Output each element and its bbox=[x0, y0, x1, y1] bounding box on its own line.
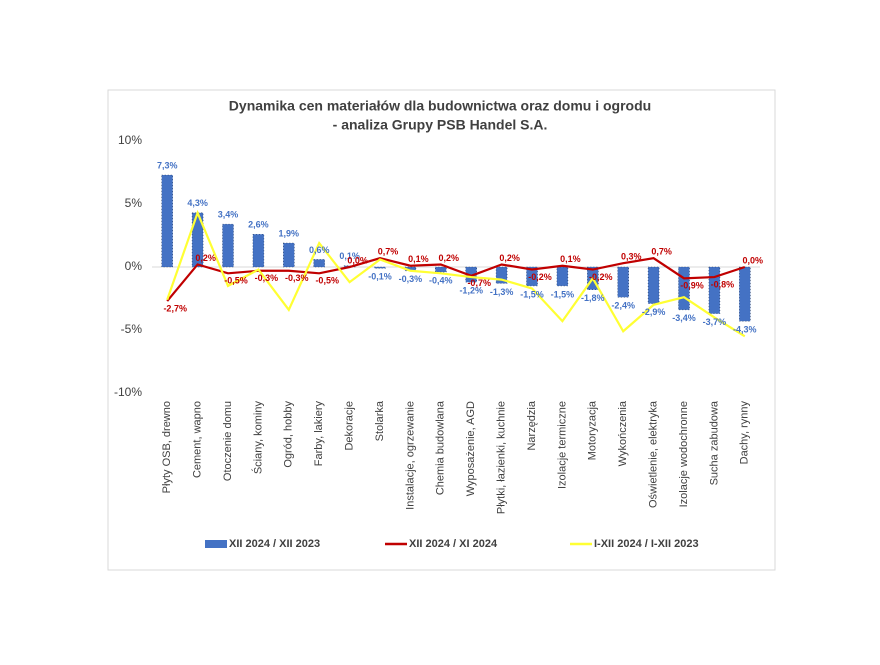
chart-title: Dynamika cen materiałów dla budownictwa … bbox=[229, 98, 651, 114]
data-label: -0,5% bbox=[224, 276, 248, 286]
bar bbox=[313, 259, 325, 268]
x-tick-label: Narzędzia bbox=[526, 400, 538, 450]
data-label: -1,5% bbox=[551, 289, 575, 299]
line bbox=[166, 209, 746, 338]
data-label: -1,8% bbox=[581, 293, 605, 303]
legend-swatch bbox=[205, 540, 227, 548]
data-label: -2,9% bbox=[642, 307, 666, 317]
data-label: 7,3% bbox=[157, 160, 178, 170]
data-label: 0,7% bbox=[651, 247, 672, 257]
chart-subtitle: - analiza Grupy PSB Handel S.A. bbox=[333, 117, 548, 133]
x-tick-label: Ściany, kominy bbox=[251, 401, 264, 475]
data-label: -1,5% bbox=[520, 289, 544, 299]
data-label: -0,7% bbox=[467, 278, 491, 288]
x-tick-label: Dachy, rynny bbox=[739, 401, 751, 465]
data-label: -0,3% bbox=[255, 273, 279, 283]
bar bbox=[191, 212, 204, 268]
legend-label: I-XII 2024 / I-XII 2023 bbox=[594, 538, 699, 550]
y-tick-label: 0% bbox=[125, 259, 143, 273]
data-label: -3,7% bbox=[703, 317, 727, 327]
data-label: 0,0% bbox=[347, 255, 368, 265]
chart-frame bbox=[107, 89, 776, 571]
x-tick-label: Otoczenie domu bbox=[222, 401, 234, 481]
bar bbox=[435, 266, 447, 273]
bar bbox=[495, 266, 508, 284]
data-label: 0,3% bbox=[621, 252, 642, 262]
data-label: 0,1% bbox=[560, 254, 581, 264]
data-label: 2,6% bbox=[248, 220, 269, 230]
data-label: 0,2% bbox=[499, 253, 520, 263]
data-label: -0,8% bbox=[711, 279, 735, 289]
y-tick-label: 5% bbox=[125, 196, 143, 210]
data-label: 0,2% bbox=[195, 253, 216, 263]
data-label: -3,4% bbox=[672, 313, 696, 323]
x-tick-label: Izolacje wodochronne bbox=[678, 401, 690, 507]
data-label: 0,7% bbox=[378, 247, 399, 257]
data-label: 0,6% bbox=[309, 245, 330, 255]
data-label: 0,1% bbox=[339, 251, 360, 261]
x-tick-label: Płyty OSB, drewno bbox=[161, 401, 173, 493]
bar bbox=[526, 266, 538, 287]
data-label: -0,2% bbox=[589, 272, 613, 282]
bar bbox=[739, 266, 751, 322]
x-tick-label: Farby, lakiery bbox=[313, 401, 325, 467]
bar bbox=[374, 266, 386, 269]
x-tick-label: Ogród, hobby bbox=[283, 401, 295, 468]
data-label: 0,1% bbox=[408, 254, 429, 264]
data-label: -0,2% bbox=[528, 272, 552, 282]
x-tick-label: Stolarka bbox=[374, 400, 386, 441]
data-label: -1,3% bbox=[490, 287, 514, 297]
bar bbox=[617, 266, 629, 298]
x-tick-label: Wykończenia bbox=[617, 400, 629, 466]
x-tick-label: Dekoracje bbox=[344, 401, 356, 451]
line bbox=[166, 257, 746, 302]
bar bbox=[647, 266, 660, 304]
data-label: -0,4% bbox=[429, 275, 453, 285]
y-tick-label: -5% bbox=[121, 322, 143, 336]
x-tick-label: Wyposażenie, AGD bbox=[465, 401, 477, 496]
x-tick-label: Cement, wapno bbox=[192, 401, 204, 478]
bar bbox=[708, 266, 721, 314]
y-tick-label: -10% bbox=[114, 385, 142, 399]
legend-label: XII 2024 / XI 2024 bbox=[409, 538, 498, 550]
data-label: 3,4% bbox=[218, 210, 239, 220]
data-label: -2,7% bbox=[163, 303, 187, 313]
x-tick-label: Chemia budowlana bbox=[435, 400, 447, 495]
data-label: -1,2% bbox=[459, 285, 483, 295]
bar bbox=[678, 266, 690, 311]
legend-label: XII 2024 / XII 2023 bbox=[229, 538, 320, 550]
data-label: -0,3% bbox=[399, 274, 423, 284]
x-tick-label: Sucha zabudowa bbox=[708, 400, 720, 485]
y-tick-label: 10% bbox=[118, 133, 142, 147]
bar bbox=[161, 174, 173, 268]
x-tick-label: Instalacje, ogrzewanie bbox=[404, 401, 416, 510]
x-tick-label: Płytki, łazienki, kuchnie bbox=[496, 401, 508, 514]
bar bbox=[556, 266, 569, 287]
data-label: 0,2% bbox=[439, 253, 460, 263]
data-label: -4,3% bbox=[733, 325, 757, 335]
x-tick-label: Izolacje termiczne bbox=[556, 401, 568, 489]
x-tick-label: Oświetlenie, elektryka bbox=[648, 400, 660, 508]
data-label: -0,1% bbox=[368, 272, 392, 282]
bar bbox=[252, 233, 265, 268]
data-label: -0,9% bbox=[680, 281, 704, 291]
data-label: -2,4% bbox=[611, 301, 635, 311]
data-label: -0,3% bbox=[285, 273, 309, 283]
data-label: 0,0% bbox=[743, 255, 764, 265]
data-label: 1,9% bbox=[279, 228, 300, 238]
bar bbox=[283, 242, 295, 268]
data-label: -0,5% bbox=[315, 276, 339, 286]
x-tick-label: Motoryzacja bbox=[587, 400, 599, 460]
bar bbox=[222, 223, 234, 268]
data-label: 4,3% bbox=[187, 198, 208, 208]
